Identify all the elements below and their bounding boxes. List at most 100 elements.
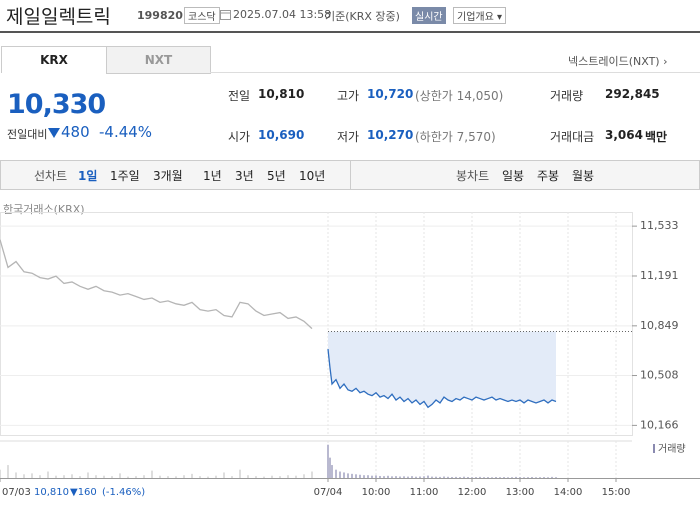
volume-bar bbox=[379, 475, 381, 478]
volume-bar bbox=[511, 477, 513, 478]
change-rate: -4.44% bbox=[99, 123, 153, 141]
volume-bar bbox=[375, 475, 377, 478]
stat-note: 백만 bbox=[645, 130, 668, 144]
nxt-link-text: 넥스트레이드(NXT) bbox=[568, 55, 660, 68]
period-tab[interactable]: 1주일 bbox=[110, 169, 140, 183]
period-tab[interactable]: 1년 bbox=[203, 169, 222, 183]
stat-value: 292,845 bbox=[605, 87, 660, 101]
calendar-icon bbox=[220, 10, 231, 20]
volume-bar bbox=[411, 476, 413, 478]
stat-value: 10,270 bbox=[367, 128, 414, 142]
header-rule bbox=[0, 31, 700, 33]
current-price: 10,330 bbox=[7, 89, 106, 120]
volume-bar bbox=[311, 471, 313, 478]
change-label: 전일대비 bbox=[7, 128, 48, 141]
volume-bar bbox=[415, 476, 417, 478]
stat-label: 시가 bbox=[228, 130, 251, 144]
tab-rule bbox=[210, 72, 700, 73]
stat-label: 거래대금 bbox=[550, 130, 595, 144]
volume-bar bbox=[343, 472, 345, 478]
overview-label: 기업개요 bbox=[457, 12, 494, 23]
volume-bar bbox=[247, 475, 249, 478]
volume-bar bbox=[143, 475, 145, 478]
x-tick-label: 12:00 bbox=[458, 487, 487, 498]
volume-bar bbox=[55, 475, 57, 478]
volume-bar bbox=[531, 476, 533, 478]
volume-bar bbox=[15, 472, 17, 478]
volume-bar bbox=[491, 477, 493, 478]
volume-bar bbox=[231, 476, 233, 478]
y-tick-label: 10,508 bbox=[640, 369, 679, 382]
x-tick-label: 10:00 bbox=[362, 487, 391, 498]
volume-bar bbox=[391, 476, 393, 478]
volume-bar bbox=[495, 476, 497, 478]
stat-value: 3,064 bbox=[605, 128, 643, 142]
tab-krx[interactable]: KRX bbox=[1, 46, 107, 73]
volume-bar bbox=[151, 470, 153, 478]
volume-bar bbox=[475, 477, 477, 478]
nxt-link[interactable]: 넥스트레이드(NXT) › bbox=[568, 55, 668, 68]
volume-bar bbox=[543, 477, 545, 478]
volume-bar bbox=[303, 474, 305, 478]
volume-bar bbox=[199, 476, 201, 478]
volume-bar bbox=[191, 473, 193, 478]
area bbox=[328, 331, 556, 408]
volume-bar bbox=[443, 476, 445, 478]
volume-bar bbox=[487, 477, 489, 478]
volume-bar bbox=[499, 477, 501, 478]
down-arrow bbox=[48, 128, 60, 138]
volume-bar bbox=[351, 473, 353, 478]
tab-nxt[interactable]: NXT bbox=[106, 46, 211, 74]
volume-bar bbox=[407, 476, 409, 478]
period-tab[interactable]: 10년 bbox=[299, 169, 326, 183]
period-tab[interactable]: 3개월 bbox=[153, 169, 183, 183]
candle-tab[interactable]: 일봉 bbox=[502, 169, 525, 183]
volume-bar bbox=[479, 476, 481, 478]
volume-bar bbox=[403, 476, 405, 478]
volume-bar bbox=[359, 474, 361, 478]
period-tab[interactable]: 1일 bbox=[78, 169, 98, 183]
volume-bar bbox=[519, 477, 521, 478]
volume-bar bbox=[419, 476, 421, 478]
volume-bar bbox=[295, 475, 297, 478]
datetime: 2025.07.04 13:58 bbox=[233, 8, 332, 21]
volume-bar bbox=[467, 476, 469, 478]
volume-bar bbox=[87, 472, 89, 478]
volume-bar bbox=[435, 476, 437, 478]
volume-bar bbox=[455, 476, 457, 478]
prev-change: ▼160 bbox=[70, 487, 97, 498]
candle-tab[interactable]: 월봉 bbox=[572, 169, 595, 183]
volume-bar bbox=[551, 476, 553, 478]
volume-bar bbox=[395, 476, 397, 478]
volume-bar bbox=[547, 477, 549, 478]
prev-rate: (-1.46%) bbox=[102, 487, 145, 498]
volume-bar bbox=[515, 476, 517, 478]
stock-code: 199820 bbox=[137, 9, 183, 22]
candle-tab[interactable]: 주봉 bbox=[537, 169, 560, 183]
volume-bar bbox=[335, 469, 337, 478]
x-tick-label: 07/03 bbox=[2, 487, 31, 498]
volume-bar bbox=[223, 472, 225, 478]
overview-dropdown[interactable]: 기업개요 ▾ bbox=[453, 7, 507, 24]
y-tick-label: 11,533 bbox=[640, 219, 679, 232]
volume-bar bbox=[71, 474, 73, 478]
x-tick-label: 07/04 bbox=[314, 487, 343, 498]
x-tick-label: 15:00 bbox=[602, 487, 631, 498]
volume-bar bbox=[271, 475, 273, 478]
volume-bar bbox=[471, 477, 473, 478]
stat-value: 10,720 bbox=[367, 87, 414, 101]
volume-bar bbox=[111, 476, 113, 478]
period-tab[interactable]: 5년 bbox=[267, 169, 286, 183]
volume-bar bbox=[0, 469, 1, 478]
plot-frame bbox=[0, 212, 633, 436]
volume-bar bbox=[483, 477, 485, 478]
volume-bar bbox=[331, 465, 333, 478]
volume-bar bbox=[23, 474, 25, 478]
volume-bar bbox=[339, 471, 341, 478]
period-tab[interactable]: 3년 bbox=[235, 169, 254, 183]
volume-bar bbox=[507, 477, 509, 478]
volume-bar bbox=[387, 475, 389, 478]
volume-bar bbox=[95, 475, 97, 478]
volume-bar bbox=[7, 465, 9, 478]
